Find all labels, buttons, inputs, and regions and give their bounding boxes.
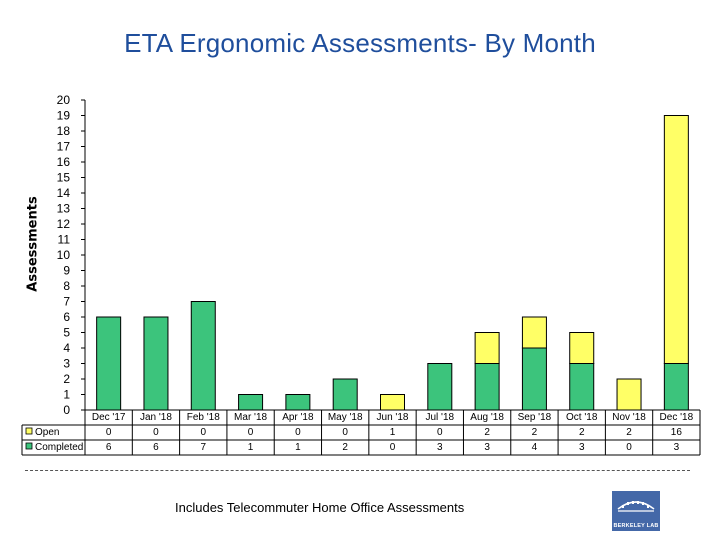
x-category-label: Jan '18 [140,412,172,423]
berkeley-lab-logo: BERKELEY LAB [612,491,660,531]
legend-swatch-completed [25,442,33,450]
bar-completed [143,316,169,411]
x-category-label: Dec '17 [92,412,126,423]
legend-swatch-open [25,427,33,435]
table-cell-value: 3 [579,442,585,453]
bar-completed [332,378,358,411]
y-tick-label: 8 [63,279,70,293]
legend-label-open: Open [35,427,59,438]
y-tick-label: 1 [63,388,70,402]
x-category-label: Apr '18 [282,412,314,423]
y-tick-label: 18 [57,124,71,138]
x-category-label: Feb '18 [187,412,220,423]
divider-line [25,470,690,471]
x-category-label: Jun '18 [377,412,409,423]
bar-open [616,378,642,411]
y-tick-label: 15 [57,171,71,185]
x-category-label: Oct '18 [566,412,598,423]
y-tick-label: 6 [63,310,70,324]
y-tick-label: 12 [57,217,71,231]
y-tick-label: 4 [63,341,70,355]
bar-completed [569,363,595,411]
bar-layer [96,115,689,411]
table-cell-value: 16 [671,427,683,438]
x-category-label: Nov '18 [612,412,646,423]
y-tick-label: 3 [63,357,70,371]
bar-completed [521,347,547,411]
y-tick-label: 16 [57,155,71,169]
data-table: Dec '17 Jan '18 Feb '18 Mar '18 Apr '18 May '… [21,409,701,456]
table-cell-value: 1 [248,442,254,453]
bar-open [569,332,595,364]
table-cell-value: 0 [153,427,159,438]
table-cell-value: 0 [342,427,348,438]
x-category-label: Dec '18 [660,412,694,423]
bar-open [380,394,405,411]
y-tick-label: 7 [63,295,70,309]
footnote: Includes Telecommuter Home Office Assess… [175,500,465,515]
bar-completed [663,363,689,411]
table-cell-value: 3 [674,442,680,453]
table-cell-value: 2 [342,442,348,453]
table-cell-value: 2 [579,427,585,438]
table-cell-value: 1 [295,442,301,453]
table-cell-value: 0 [437,427,443,438]
chart-title: ETA Ergonomic Assessments- By Month [124,28,596,58]
x-category-label: May '18 [328,412,363,423]
y-tick-label: 17 [57,140,71,154]
bar-open [663,115,689,364]
legend-label-completed: Completed [35,442,83,453]
table-cell-value: 3 [484,442,490,453]
table-cell-value: 0 [106,427,112,438]
y-tick-label: 2 [63,372,70,386]
table-cell-value: 2 [532,427,538,438]
y-tick-label: 10 [57,248,71,262]
y-tick-label: 11 [58,233,71,247]
logo-text: BERKELEY LAB [613,523,659,529]
y-tick-label: 0 [63,403,70,417]
bar-completed [427,363,453,411]
y-tick-label: 13 [57,202,71,216]
bar-open [474,332,500,364]
bar-completed [474,363,500,411]
bar-completed [96,316,122,411]
x-category-label: Sep '18 [518,412,552,423]
y-tick-label: 9 [63,264,70,278]
bar-open [521,316,547,349]
table-cell-value: 0 [295,427,301,438]
y-tick-label: 14 [57,186,71,200]
table-cell-value: 4 [532,442,538,453]
table-cell-value: 3 [437,442,443,453]
table-cell-value: 0 [390,442,396,453]
lab-building-icon [617,501,655,512]
bar-completed [238,394,264,411]
y-tick-label: 5 [63,326,70,340]
table-cell-value: 1 [390,427,396,438]
bar-completed [285,394,311,411]
table-cell-value: 7 [200,442,206,453]
x-category-label: Jul '18 [426,412,455,423]
table-cell-value: 2 [484,427,490,438]
table-cell-value: 6 [106,442,112,453]
table-cell-value: 0 [248,427,254,438]
y-tick-label: 19 [57,109,71,123]
bar-completed [190,301,216,411]
y-tick-label: 20 [57,93,71,107]
table-cell-value: 2 [626,427,632,438]
x-category-label: Aug '18 [470,412,504,423]
table-cell-value: 0 [626,442,632,453]
table-cell-value: 6 [153,442,159,453]
x-category-label: Mar '18 [234,412,267,423]
table-cell-value: 0 [200,427,206,438]
